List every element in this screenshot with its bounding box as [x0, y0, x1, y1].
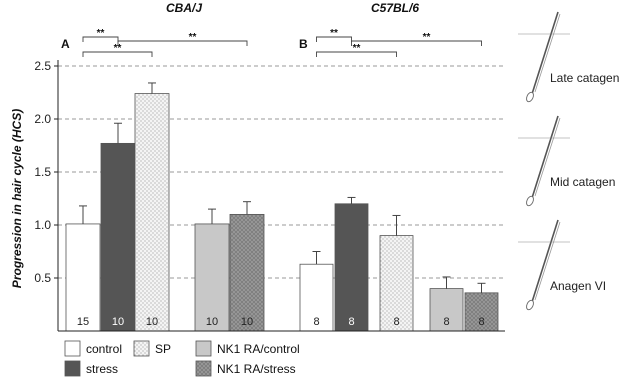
legend-label: NK1 RA/control — [217, 342, 300, 356]
legend-swatch — [195, 340, 212, 357]
n-label: 10 — [146, 316, 158, 328]
n-label: 8 — [313, 316, 319, 328]
stage-illustration — [518, 219, 570, 311]
legend-label: NK1 RA/stress — [217, 362, 296, 376]
legend-swatch — [64, 360, 81, 377]
hair-bulb — [526, 299, 534, 311]
n-label: 15 — [77, 316, 89, 328]
legend-label: SP — [155, 342, 171, 356]
significance-label: ** — [423, 32, 431, 43]
panel-title: C57BL/6 — [371, 1, 419, 15]
y-tick-label: 2.0 — [34, 112, 51, 126]
bar-b-sp — [379, 235, 414, 332]
legend-swatch — [133, 340, 150, 357]
n-label: 8 — [348, 316, 354, 328]
n-label: 8 — [478, 316, 484, 328]
hair-bulb — [526, 91, 534, 103]
hair-shaft — [531, 115, 559, 199]
y-tick-label: 0.5 — [34, 271, 51, 285]
y-tick-label: 2.5 — [34, 59, 51, 73]
bar-b-stress — [334, 203, 369, 332]
significance-label: ** — [189, 32, 197, 43]
n-label: 10 — [206, 316, 218, 328]
stage-label: Mid catagen — [550, 175, 615, 189]
bar-a-control — [65, 223, 101, 332]
y-tick-label: 1.0 — [34, 218, 51, 232]
y-tick-label: 1.5 — [34, 165, 51, 179]
bar-a-nk1-ra-control — [194, 223, 230, 332]
hair-shaft — [531, 11, 559, 95]
stage-label: Late catagen — [550, 71, 619, 85]
bar-a-nk1-ra-stress — [229, 213, 265, 332]
stage-illustration — [518, 115, 570, 207]
n-label: 10 — [112, 316, 124, 328]
significance-bracket — [117, 40, 248, 46]
stage-illustration — [518, 11, 570, 103]
n-label: 10 — [241, 316, 253, 328]
legend-swatch — [195, 360, 212, 377]
bar-b-control — [299, 263, 334, 332]
significance-bracket — [82, 36, 119, 42]
hair-sheath — [534, 117, 561, 197]
bar-a-sp — [134, 93, 170, 332]
significance-bracket — [316, 51, 397, 57]
panel-letter: B — [299, 37, 308, 51]
significance-label: ** — [353, 43, 361, 54]
legend-swatch — [64, 340, 81, 357]
significance-bracket — [82, 51, 153, 57]
significance-label: ** — [330, 28, 338, 39]
significance-label: ** — [114, 43, 122, 54]
hair-shaft — [531, 219, 559, 303]
hair-sheath — [534, 13, 561, 93]
legend-label: stress — [86, 362, 118, 376]
significance-label: ** — [97, 28, 105, 39]
hair-bulb — [526, 195, 534, 207]
significance-bracket — [316, 36, 352, 42]
significance-bracket — [351, 40, 482, 46]
n-label: 8 — [393, 316, 399, 328]
panel-title: CBA/J — [166, 1, 202, 15]
n-label: 8 — [443, 316, 449, 328]
bar-a-stress — [100, 142, 136, 332]
hair-sheath — [534, 221, 561, 301]
y-axis-label: Progression in hair cycle (HCS) — [10, 109, 24, 288]
stage-label: Anagen VI — [550, 279, 606, 293]
legend-label: control — [86, 342, 122, 356]
panel-letter: A — [61, 37, 70, 51]
